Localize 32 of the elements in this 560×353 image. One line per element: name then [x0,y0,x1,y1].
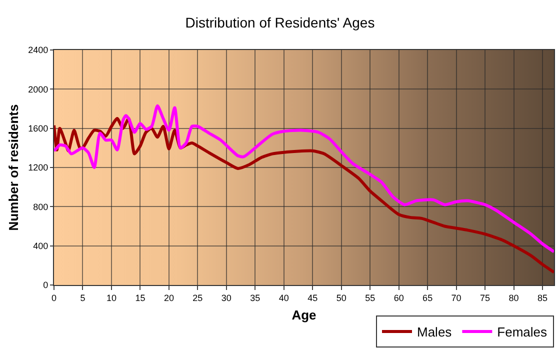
line-series [54,117,554,274]
x-tick-label: 85 [538,292,548,303]
chart-title: Distribution of Residents' Ages [185,14,375,30]
y-tick-label: 1200 [28,162,48,173]
y-tick-label: 2400 [28,45,48,56]
y-tick-label: 400 [33,240,48,251]
y-tick-label: 1600 [28,123,48,134]
x-tick-label: 45 [308,292,318,303]
y-axis-title: Number of residents [6,104,22,231]
x-axis-title: Age [292,307,316,322]
x-tick-label: 5 [80,292,86,303]
x-tick-label: 40 [278,292,289,303]
legend-label: Females [497,324,548,340]
x-tick-label: 20 [164,292,174,303]
x-tick-label: 70 [451,292,462,303]
x-tick-label: 60 [394,292,404,303]
y-tick-label: 2000 [28,84,48,94]
x-tick-label: 50 [336,292,346,303]
x-tick-label: 80 [508,292,519,303]
x-tick-label: 25 [192,292,203,303]
x-tick-label: 0 [51,292,57,303]
x-tick-label: 35 [250,292,260,303]
x-tick-label: 55 [365,292,376,303]
line-series [54,104,554,254]
x-tick-label: 65 [422,292,433,303]
y-tick-label: 800 [33,202,48,212]
x-tick-label: 30 [221,292,232,303]
x-tick-label: 15 [135,292,146,303]
legend-label: Males [417,324,452,340]
x-tick-label: 75 [480,292,490,303]
y-tick-label: 0 [43,280,48,290]
x-tick-label: 10 [106,292,116,303]
